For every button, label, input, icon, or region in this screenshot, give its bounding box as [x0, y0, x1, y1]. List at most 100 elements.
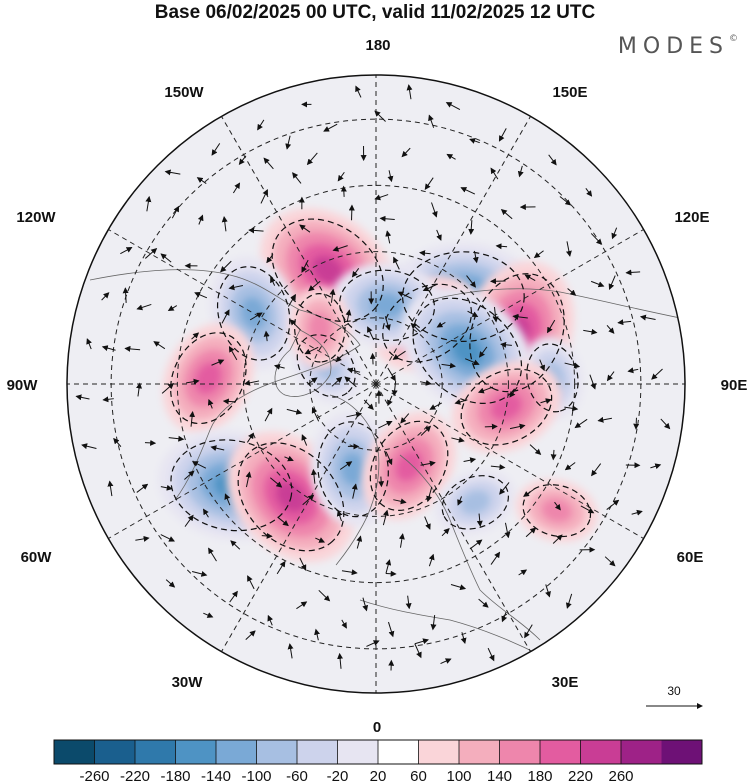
wind-vector [627, 367, 639, 374]
colorbar-segment [337, 740, 379, 764]
wind-vector [224, 493, 231, 506]
colorbar-tick-label: 140 [487, 768, 512, 783]
north-america-coast [89, 269, 361, 501]
contour-line [317, 421, 389, 518]
wind-vector [547, 319, 556, 334]
wind-vector [363, 399, 374, 411]
wind-vector [124, 345, 141, 352]
colorbar-segment [135, 740, 176, 764]
brand-name: MODES [617, 34, 729, 59]
wind-vector [311, 407, 320, 422]
wind-vector [517, 165, 524, 178]
colorbar-tick-label: -140 [201, 768, 231, 783]
wind-vector [329, 288, 336, 303]
wind-vector [191, 332, 200, 340]
colorbar-segment [297, 740, 338, 764]
wind-vector [428, 553, 435, 567]
wind-vector [351, 483, 358, 499]
wind-vector [545, 584, 551, 598]
wind-vector [245, 471, 252, 488]
wind-vector [160, 534, 175, 542]
wind-vector [436, 321, 446, 328]
wind-vector [440, 658, 452, 665]
wind-vector [276, 560, 286, 575]
contour-line [401, 251, 525, 343]
wind-vector [564, 462, 576, 471]
wind-vector [400, 413, 410, 424]
wind-vector [574, 418, 588, 429]
meridian-line [375, 383, 644, 539]
wind-vector [393, 256, 400, 270]
wind-vector [222, 398, 236, 405]
label-0: 0 [373, 719, 381, 736]
wind-vector [429, 402, 442, 410]
wind-vector [391, 381, 398, 397]
colorbar-segment [540, 740, 581, 764]
wind-vector [441, 528, 450, 537]
wind-vector [426, 486, 433, 503]
colorbar: -260 -220 -180 -140 -100 -60 -20 20 60 100 140 180 2… [53, 739, 703, 783]
wind-vector [472, 250, 479, 264]
wind-vector [457, 496, 463, 506]
wind-vector [161, 383, 175, 394]
wind-vector [500, 341, 512, 348]
wind-vector [387, 367, 396, 382]
contour-line [382, 283, 473, 363]
wind-vector [122, 287, 129, 303]
wind-vector [387, 621, 395, 638]
anomaly-blob [241, 297, 267, 330]
wind-vector [379, 215, 395, 222]
wind-vector [490, 167, 499, 180]
wind-vector [245, 630, 256, 641]
wind-vector [450, 584, 467, 591]
contour-line [216, 266, 291, 361]
map-boundary [66, 74, 686, 694]
wind-vector [366, 640, 380, 647]
wind-vector [397, 291, 413, 299]
wind-vector [387, 395, 393, 407]
anomaly-blob [490, 393, 523, 421]
wind-vector [424, 177, 434, 190]
wind-vector [385, 230, 392, 244]
wind-vector [340, 185, 347, 197]
wind-vector [228, 346, 238, 361]
wind-vector [606, 371, 615, 382]
wind-vector [608, 275, 616, 290]
wind-vector [564, 362, 581, 369]
wind-vector [585, 188, 593, 197]
wind-vector [194, 292, 208, 299]
wind-vector [501, 612, 508, 623]
wind-vector [523, 488, 535, 497]
label-90w: 90W [7, 377, 39, 394]
wind-vector [81, 443, 97, 450]
wind-vector [552, 534, 563, 544]
wind-vector [539, 359, 546, 372]
wind-vector [191, 571, 208, 577]
wind-vector [554, 501, 561, 511]
wind-vector [436, 229, 442, 241]
colorbar-tick-label: 100 [446, 768, 471, 783]
wind-vector [301, 434, 308, 446]
wind-vector [583, 328, 598, 335]
colorbar-tick-label: 260 [608, 768, 633, 783]
wind-vector [385, 559, 392, 574]
wind-vector [356, 535, 363, 549]
wind-vector [310, 468, 317, 484]
wind-vector [424, 516, 431, 530]
wind-vector [337, 171, 345, 182]
wind-vector [617, 319, 632, 326]
contour-line [339, 269, 436, 342]
wind-vector [469, 138, 480, 144]
colorbar-segment [94, 740, 136, 764]
wind-vector [490, 464, 506, 471]
reference-vector-label: 30 [667, 684, 681, 698]
wind-vector [410, 322, 421, 333]
anomaly-blob [452, 336, 483, 366]
wind-vector [529, 444, 542, 455]
wind-vector [238, 155, 247, 166]
wind-vector [153, 341, 166, 350]
meridian-line [375, 116, 531, 385]
wind-vector [533, 250, 544, 259]
wind-vector [101, 345, 116, 351]
wind-vector [341, 619, 347, 629]
